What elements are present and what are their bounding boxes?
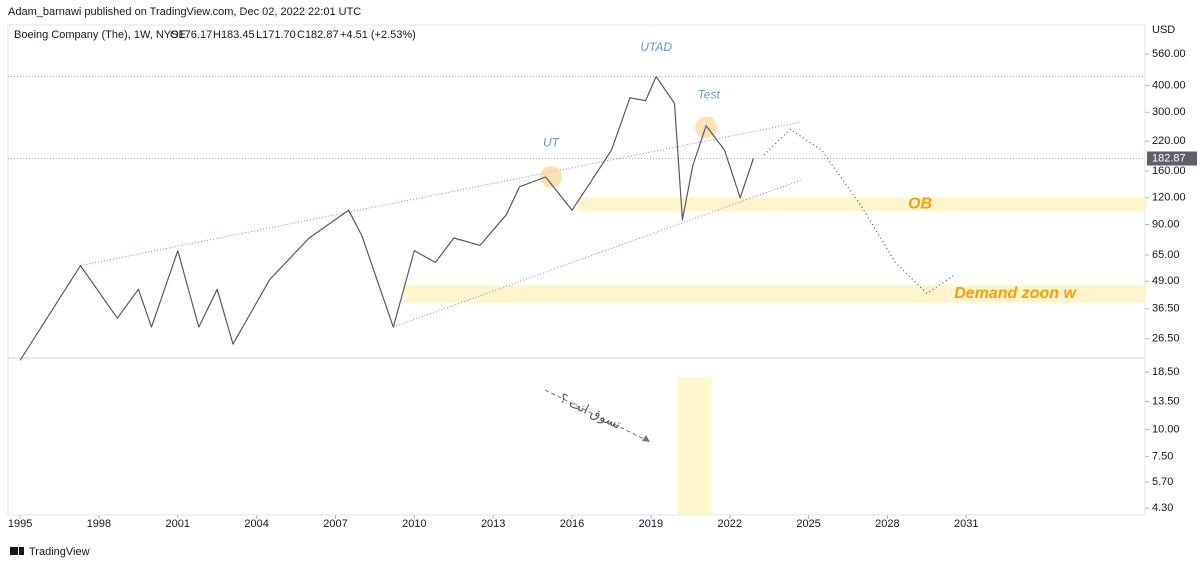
logo-icon bbox=[19, 547, 24, 555]
note-arrow bbox=[544, 389, 651, 443]
x-tick-label: 2013 bbox=[481, 518, 505, 530]
zone-label: OB bbox=[908, 196, 932, 213]
ohlc-change: +4.51 (+2.53%) bbox=[340, 29, 416, 41]
x-tick-label: 2019 bbox=[639, 518, 663, 530]
volume-highlight bbox=[677, 377, 712, 515]
ohlc-open: O176.17 bbox=[170, 29, 212, 41]
ohlc-low: L171.70 bbox=[256, 29, 296, 41]
y-tick-label: 5.70 bbox=[1152, 476, 1173, 488]
price-line bbox=[19, 75, 754, 361]
highlight-circle bbox=[540, 165, 563, 188]
y-tick-label: 18.50 bbox=[1152, 366, 1180, 378]
price-label: 182.87 bbox=[1152, 152, 1186, 164]
logo: TradingView bbox=[10, 546, 90, 558]
y-tick-label: 160.00 bbox=[1152, 165, 1186, 177]
volume-note: تسوق انت ؟ bbox=[557, 390, 624, 433]
x-tick-label: 2010 bbox=[402, 518, 426, 530]
y-tick-label: 26.50 bbox=[1152, 333, 1180, 345]
annotation: Test bbox=[698, 87, 721, 101]
projection-line bbox=[763, 128, 954, 295]
axis-unit: USD bbox=[1152, 24, 1175, 36]
ohlc-high: H183.45 bbox=[213, 29, 255, 41]
y-tick-label: 120.00 bbox=[1152, 192, 1186, 204]
y-tick-label: 90.00 bbox=[1152, 219, 1180, 231]
y-tick-label: 10.00 bbox=[1152, 423, 1180, 435]
note-arrow-head bbox=[642, 435, 650, 442]
y-tick-label: 560.00 bbox=[1152, 48, 1186, 60]
trendline bbox=[80, 121, 801, 267]
x-tick-label: 2004 bbox=[244, 518, 268, 530]
y-tick-label: 220.00 bbox=[1152, 135, 1186, 147]
x-tick-label: 2007 bbox=[323, 518, 347, 530]
zone bbox=[403, 285, 1146, 303]
header: Adam_barnawi published on TradingView.co… bbox=[8, 6, 361, 18]
x-tick-label: 2031 bbox=[954, 518, 978, 530]
y-tick-label: 7.50 bbox=[1152, 450, 1173, 462]
x-tick-label: 2028 bbox=[875, 518, 899, 530]
y-tick-label: 4.30 bbox=[1152, 502, 1173, 514]
y-tick-label: 36.50 bbox=[1152, 303, 1180, 315]
x-tick-label: 1998 bbox=[87, 518, 111, 530]
x-tick-label: 1995 bbox=[8, 518, 32, 530]
x-tick-label: 2001 bbox=[166, 518, 190, 530]
zone bbox=[577, 197, 1145, 212]
price-label-box bbox=[1147, 151, 1197, 166]
annotation: UT bbox=[543, 136, 561, 150]
symbol-name: Boeing Company (The), 1W, NYSE bbox=[14, 29, 186, 41]
footer: TradingView bbox=[29, 546, 90, 558]
zone-label: Demand zoon w bbox=[954, 285, 1077, 302]
y-tick-label: 49.00 bbox=[1152, 275, 1180, 287]
y-tick-label: 300.00 bbox=[1152, 106, 1186, 118]
y-tick-label: 400.00 bbox=[1152, 79, 1186, 91]
x-tick-label: 2016 bbox=[560, 518, 584, 530]
logo-icon bbox=[10, 547, 18, 555]
y-tick-label: 13.50 bbox=[1152, 395, 1180, 407]
ohlc-close: C182.87 bbox=[297, 29, 339, 41]
trendline bbox=[393, 179, 801, 328]
x-tick-label: 2022 bbox=[717, 518, 741, 530]
y-tick-label: 65.00 bbox=[1152, 249, 1180, 261]
chart-frame bbox=[7, 24, 1146, 516]
x-tick-label: 2025 bbox=[796, 518, 820, 530]
annotation: UTAD bbox=[640, 40, 672, 54]
